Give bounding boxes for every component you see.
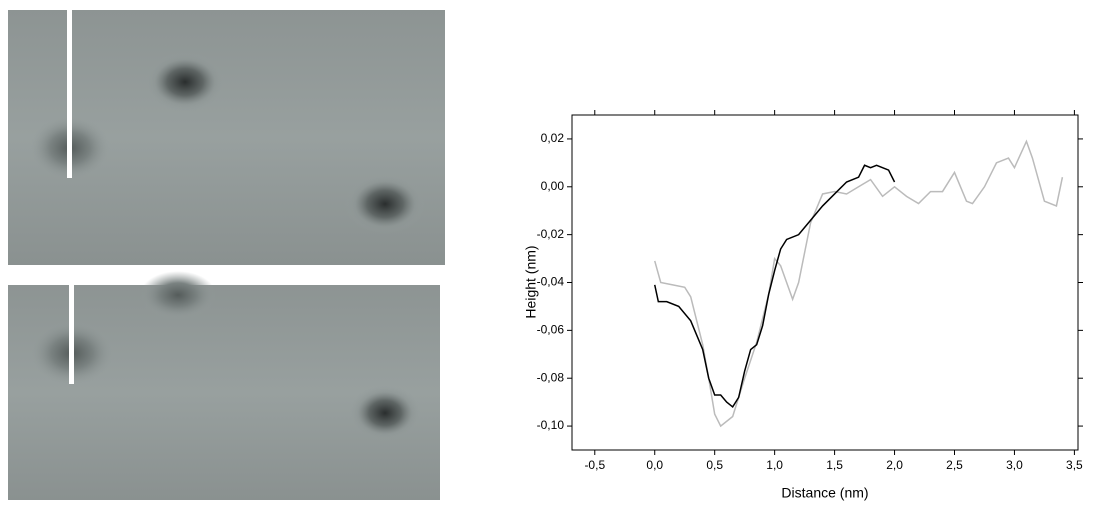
y-tick-label: -0,06 [537,323,565,337]
x-tick-label: 3,5 [1066,458,1083,472]
y-tick-label: -0,10 [537,418,565,432]
stm-image-top [8,10,445,265]
chart: Distance (nm) Height (nm) -0,5 0,0 0,5 1,0 1… [523,110,1083,501]
y-tick-label: -0,04 [537,275,565,289]
x-tick-label: 2,5 [946,458,963,472]
stm-image-bottom [8,271,440,500]
x-axis-label: Distance (nm) [781,485,868,501]
x-tick-label: 2,0 [886,458,903,472]
y-tick-label: 0,02 [541,131,565,145]
y-tick-label: -0,08 [537,370,565,384]
y-tick-label: 0,00 [541,179,565,193]
x-tick-label: 3,0 [1006,458,1023,472]
x-tick-label: 0,0 [646,458,663,472]
y-tick-label: -0,02 [537,227,565,241]
y-axis-label: Height (nm) [523,245,539,318]
line-series [654,164,896,409]
x-tick-label: 1,0 [766,458,783,472]
x-tick-label: 1,5 [826,458,843,472]
x-tick-label: 0,5 [706,458,723,472]
plot-frame [571,114,1079,451]
x-tick-label: -0,5 [584,458,605,472]
line-series [654,139,1064,428]
